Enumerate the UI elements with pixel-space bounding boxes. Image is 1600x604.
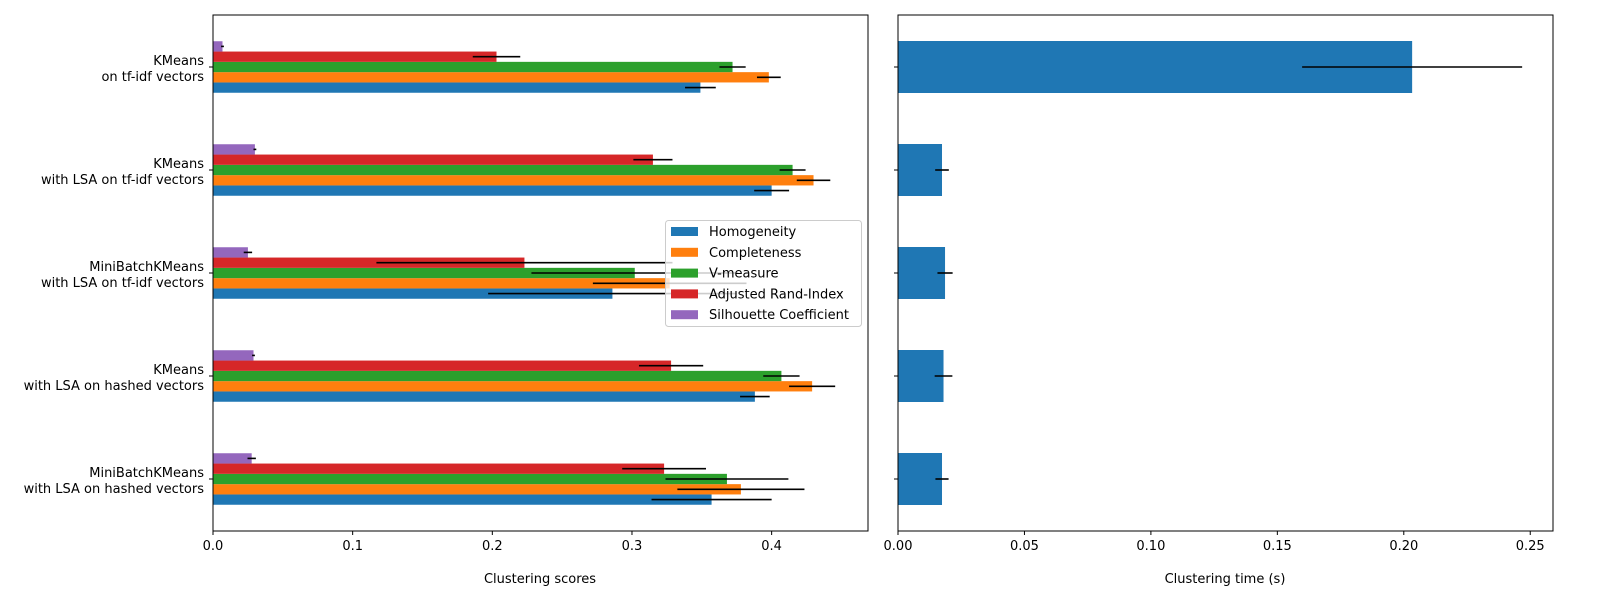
bar-silhouette-coefficient <box>213 41 223 52</box>
bar-completeness <box>213 484 741 495</box>
legend-label: Completeness <box>709 246 802 261</box>
legend-box <box>665 220 862 327</box>
x-tick-label: 0.0 <box>203 539 224 554</box>
left-xlabel: Clustering scores <box>484 572 596 587</box>
bar-adjusted-rand-index <box>213 360 672 371</box>
bar-homogeneity <box>213 82 701 93</box>
x-tick-label: 0.4 <box>761 539 782 554</box>
x-tick-label: 0.15 <box>1263 539 1292 554</box>
time-bar <box>898 247 946 299</box>
bar-adjusted-rand-index <box>213 257 525 268</box>
axes-frame <box>897 14 1554 532</box>
x-tick-label: 0.10 <box>1136 539 1165 554</box>
y-tick-label: KMeans <box>153 157 204 172</box>
y-tick-label: with LSA on tf-idf vectors <box>41 173 204 188</box>
y-tick-label: MiniBatchKMeans <box>89 260 204 275</box>
x-tick-label: 0.1 <box>342 539 363 554</box>
bar-adjusted-rand-index <box>213 51 497 62</box>
legend: Homogeneity Completeness V-measure Adjusted… <box>665 220 862 327</box>
bar-v-measure <box>213 61 733 73</box>
bar-homogeneity <box>213 494 712 505</box>
bar-silhouette-coefficient <box>213 350 254 361</box>
y-tick-label: on tf-idf vectors <box>101 70 204 85</box>
bar-v-measure <box>213 164 793 176</box>
bar-homogeneity <box>213 288 613 299</box>
x-tick-label: 0.00 <box>884 539 913 554</box>
bar-adjusted-rand-index <box>213 463 665 474</box>
bar-v-measure <box>213 473 727 485</box>
bar-silhouette-coefficient <box>213 144 255 155</box>
x-tick-label: 0.20 <box>1389 539 1418 554</box>
time-bar <box>898 453 943 505</box>
bar-completeness <box>213 278 670 289</box>
bar-silhouette-coefficient <box>213 247 248 258</box>
legend-swatch <box>671 247 698 257</box>
x-tick-label: 0.2 <box>482 539 503 554</box>
legend-swatch <box>671 289 698 299</box>
bar-homogeneity <box>213 185 772 196</box>
right-xlabel: Clustering time (s) <box>1165 572 1286 587</box>
legend-label: Adjusted Rand-Index <box>709 287 844 302</box>
legend-swatch <box>671 310 698 320</box>
bar-v-measure <box>213 370 782 382</box>
x-tick-label: 0.25 <box>1516 539 1545 554</box>
bar-v-measure <box>213 267 635 279</box>
bar-completeness <box>213 72 769 83</box>
time-bar <box>898 144 943 196</box>
y-tick-label: MiniBatchKMeans <box>89 466 204 481</box>
bar-homogeneity <box>213 391 755 402</box>
legend-label: V-measure <box>709 267 779 282</box>
y-tick-label: KMeans <box>153 54 204 69</box>
y-tick-label: KMeans <box>153 363 204 378</box>
y-tick-label: with LSA on hashed vectors <box>24 482 205 497</box>
x-tick-label: 0.3 <box>622 539 643 554</box>
x-tick-label: 0.05 <box>1010 539 1039 554</box>
legend-label: Homogeneity <box>709 225 797 240</box>
legend-label: Silhouette Coefficient <box>709 308 849 323</box>
legend-swatch <box>671 227 698 236</box>
y-tick-label: with LSA on tf-idf vectors <box>41 276 204 291</box>
legend-swatch <box>671 268 698 278</box>
time-axes: 0.00 0.05 0.10 0.15 0.20 0.25 <box>884 14 1554 554</box>
bar-silhouette-coefficient <box>213 453 252 464</box>
bar-completeness <box>213 175 814 186</box>
y-tick-label: with LSA on hashed vectors <box>24 379 205 394</box>
bar-adjusted-rand-index <box>213 154 653 165</box>
bar-completeness <box>213 381 813 392</box>
